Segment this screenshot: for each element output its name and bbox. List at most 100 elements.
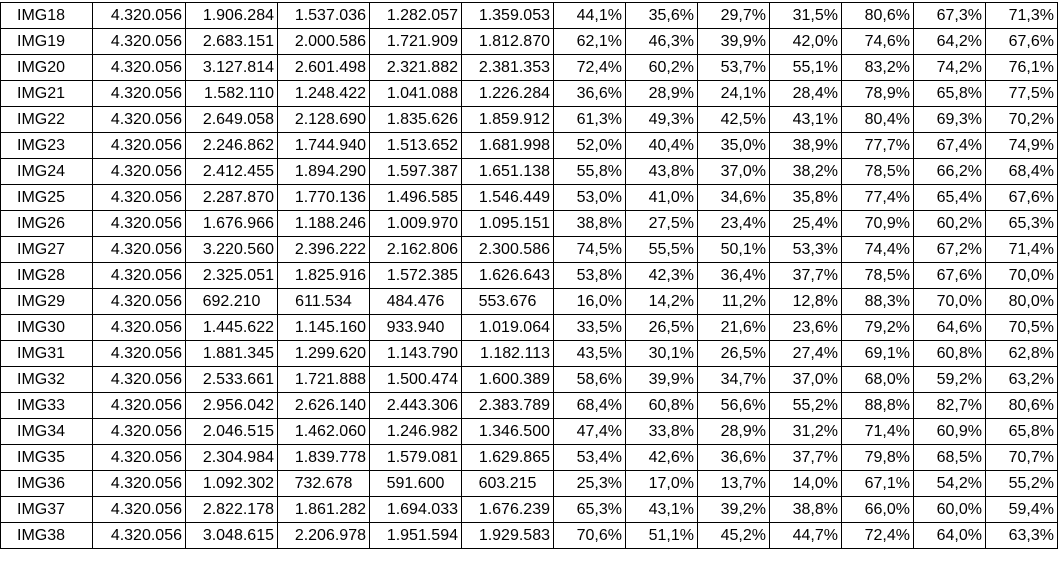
ratio-b-cell: 66,2% — [913, 158, 986, 185]
count-c-cell: 2.321.882 — [369, 54, 462, 81]
count-b-cell: 611.534 — [277, 288, 370, 315]
pct-c-cell: 35,0% — [697, 132, 770, 159]
ratio-c-cell: 70,7% — [985, 444, 1058, 471]
pct-c-cell: 21,6% — [697, 314, 770, 341]
pct-c-cell: 36,6% — [697, 444, 770, 471]
count-b-cell: 1.248.422 — [277, 80, 370, 107]
total-pixels-cell: 4.320.056 — [92, 54, 186, 81]
pct-b-cell: 60,2% — [625, 54, 698, 81]
data-table: IMG18 4.320.056 1.906.284 1.537.036 1.282.05… — [0, 2, 1058, 549]
table-row: IMG34 4.320.056 2.046.515 1.462.060 1.246.98… — [0, 418, 1058, 445]
count-d-cell: 1.812.870 — [461, 28, 554, 55]
total-pixels-cell: 4.320.056 — [92, 444, 186, 471]
ratio-a-cell: 66,0% — [841, 496, 914, 523]
count-b-cell: 1.188.246 — [277, 210, 370, 237]
count-a-cell: 2.246.862 — [185, 132, 278, 159]
total-pixels-cell: 4.320.056 — [92, 236, 186, 263]
ratio-a-cell: 88,8% — [841, 392, 914, 419]
count-a-cell: 2.649.058 — [185, 106, 278, 133]
total-pixels-cell: 4.320.056 — [92, 392, 186, 419]
ratio-a-cell: 78,5% — [841, 158, 914, 185]
pct-b-cell: 43,8% — [625, 158, 698, 185]
pct-c-cell: 56,6% — [697, 392, 770, 419]
pct-a-cell: 61,3% — [553, 106, 626, 133]
pct-b-cell: 26,5% — [625, 314, 698, 341]
ratio-a-cell: 88,3% — [841, 288, 914, 315]
count-d-cell: 1.226.284 — [461, 80, 554, 107]
count-d-cell: 603.215 — [461, 470, 554, 497]
count-b-cell: 1.462.060 — [277, 418, 370, 445]
ratio-c-cell: 74,9% — [985, 132, 1058, 159]
count-b-cell: 2.396.222 — [277, 236, 370, 263]
pct-c-cell: 39,2% — [697, 496, 770, 523]
ratio-b-cell: 70,0% — [913, 288, 986, 315]
count-c-cell: 1.041.088 — [369, 80, 462, 107]
pct-c-cell: 45,2% — [697, 522, 770, 549]
ratio-a-cell: 78,5% — [841, 262, 914, 289]
count-a-cell: 2.533.661 — [185, 366, 278, 393]
ratio-b-cell: 82,7% — [913, 392, 986, 419]
total-pixels-cell: 4.320.056 — [92, 522, 186, 549]
count-c-cell: 1.694.033 — [369, 496, 462, 523]
image-name-cell: IMG38 — [0, 522, 93, 549]
count-d-cell: 2.300.586 — [461, 236, 554, 263]
total-pixels-cell: 4.320.056 — [92, 366, 186, 393]
image-name-cell: IMG21 — [0, 80, 93, 107]
pct-b-cell: 39,9% — [625, 366, 698, 393]
table-row: IMG23 4.320.056 2.246.862 1.744.940 1.513.65… — [0, 132, 1058, 159]
pct-c-cell: 34,6% — [697, 184, 770, 211]
pct-c-cell: 13,7% — [697, 470, 770, 497]
ratio-b-cell: 67,6% — [913, 262, 986, 289]
count-c-cell: 2.162.806 — [369, 236, 462, 263]
ratio-a-cell: 67,1% — [841, 470, 914, 497]
count-c-cell: 1.951.594 — [369, 522, 462, 549]
pct-d-cell: 38,8% — [769, 496, 842, 523]
count-d-cell: 2.383.789 — [461, 392, 554, 419]
pct-c-cell: 34,7% — [697, 366, 770, 393]
table-body: IMG18 4.320.056 1.906.284 1.537.036 1.282.05… — [0, 2, 1058, 549]
count-d-cell: 1.929.583 — [461, 522, 554, 549]
pct-d-cell: 31,2% — [769, 418, 842, 445]
count-a-cell: 1.881.345 — [185, 340, 278, 367]
pct-b-cell: 33,8% — [625, 418, 698, 445]
count-c-cell: 591.600 — [369, 470, 462, 497]
table-row: IMG26 4.320.056 1.676.966 1.188.246 1.009.97… — [0, 210, 1058, 237]
image-name-cell: IMG34 — [0, 418, 93, 445]
count-d-cell: 1.626.643 — [461, 262, 554, 289]
count-a-cell: 2.956.042 — [185, 392, 278, 419]
table-row: IMG27 4.320.056 3.220.560 2.396.222 2.162.80… — [0, 236, 1058, 263]
ratio-c-cell: 71,4% — [985, 236, 1058, 263]
count-a-cell: 1.582.110 — [185, 80, 278, 107]
ratio-c-cell: 67,6% — [985, 28, 1058, 55]
table-row: IMG21 4.320.056 1.582.110 1.248.422 1.041.08… — [0, 80, 1058, 107]
image-name-cell: IMG18 — [0, 2, 93, 29]
count-b-cell: 1.299.620 — [277, 340, 370, 367]
count-c-cell: 1.597.387 — [369, 158, 462, 185]
pct-c-cell: 26,5% — [697, 340, 770, 367]
count-d-cell: 1.629.865 — [461, 444, 554, 471]
ratio-a-cell: 71,4% — [841, 418, 914, 445]
pct-a-cell: 53,0% — [553, 184, 626, 211]
pct-d-cell: 55,1% — [769, 54, 842, 81]
count-b-cell: 1.861.282 — [277, 496, 370, 523]
count-b-cell: 1.537.036 — [277, 2, 370, 29]
count-d-cell: 1.359.053 — [461, 2, 554, 29]
pct-d-cell: 37,0% — [769, 366, 842, 393]
pct-a-cell: 55,8% — [553, 158, 626, 185]
ratio-c-cell: 63,3% — [985, 522, 1058, 549]
pct-a-cell: 52,0% — [553, 132, 626, 159]
count-c-cell: 1.246.982 — [369, 418, 462, 445]
pct-b-cell: 60,8% — [625, 392, 698, 419]
count-a-cell: 2.287.870 — [185, 184, 278, 211]
pct-a-cell: 36,6% — [553, 80, 626, 107]
ratio-c-cell: 65,8% — [985, 418, 1058, 445]
count-c-cell: 1.009.970 — [369, 210, 462, 237]
table-row: IMG19 4.320.056 2.683.151 2.000.586 1.721.90… — [0, 28, 1058, 55]
image-name-cell: IMG25 — [0, 184, 93, 211]
count-b-cell: 1.894.290 — [277, 158, 370, 185]
count-d-cell: 1.346.500 — [461, 418, 554, 445]
image-name-cell: IMG26 — [0, 210, 93, 237]
ratio-b-cell: 68,5% — [913, 444, 986, 471]
count-c-cell: 1.513.652 — [369, 132, 462, 159]
ratio-b-cell: 64,0% — [913, 522, 986, 549]
